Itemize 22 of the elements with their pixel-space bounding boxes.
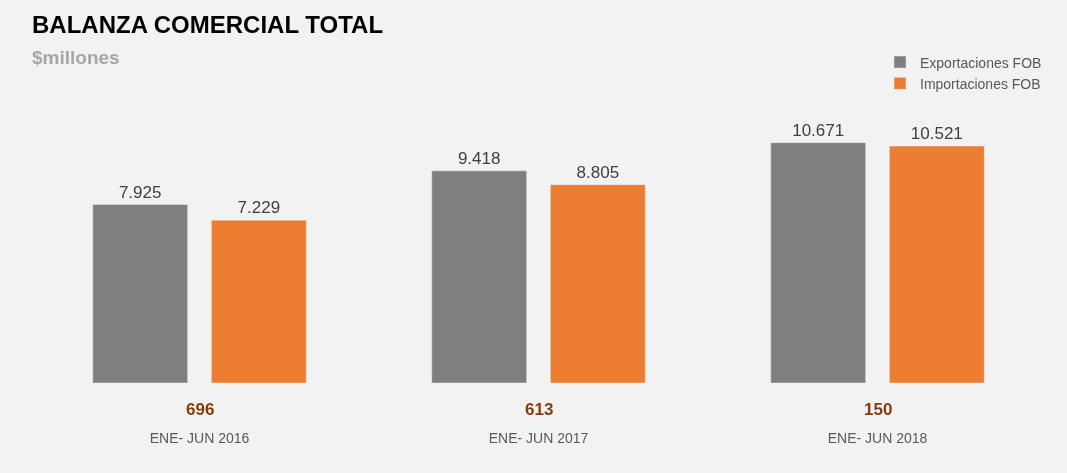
chart-subtitle: $millones: [32, 47, 120, 69]
bar: [550, 184, 646, 383]
data-label: 10.671: [792, 120, 845, 140]
data-label: 8.805: [576, 162, 620, 182]
bar: [211, 219, 307, 383]
bar: [889, 145, 985, 383]
data-label: 7.229: [237, 198, 281, 218]
text: 696: [186, 400, 215, 419]
text: 150: [864, 400, 893, 419]
x-tick-label: ENE- JUN 2018: [827, 430, 928, 446]
bar: [431, 170, 527, 383]
data-label: 9.418: [457, 148, 501, 168]
legend-label: Exportaciones FOB: [920, 54, 1042, 71]
legend-label: Importaciones FOB: [920, 75, 1041, 92]
x-tick-label: ENE- JUN 2016: [149, 430, 250, 446]
data-label: 7.925: [118, 182, 162, 202]
text: 613: [525, 400, 554, 419]
bar: [92, 204, 188, 383]
chart-title: BALANZA COMERCIAL TOTAL: [32, 11, 384, 39]
x-tick-label: ENE- JUN 2017: [488, 430, 589, 446]
data-label: 10.521: [910, 124, 963, 144]
bar: [770, 142, 866, 383]
